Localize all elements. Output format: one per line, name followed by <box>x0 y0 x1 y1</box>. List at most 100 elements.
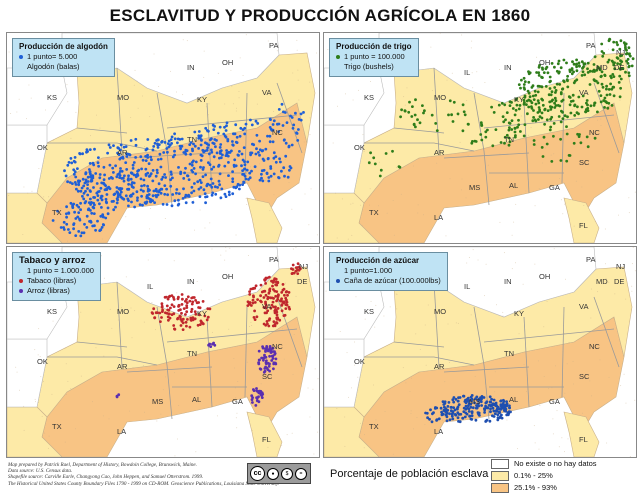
production-dot <box>541 103 545 107</box>
production-dot <box>194 160 198 164</box>
production-dot <box>576 132 579 136</box>
production-dot <box>280 169 283 173</box>
county-mark <box>579 163 581 165</box>
production-dot <box>416 118 419 122</box>
county-mark <box>208 103 210 105</box>
county-mark <box>613 317 615 319</box>
tobacco-rice-legend: Tabaco y arroz 1 punto = 1.000.000 Tabac… <box>12 252 101 301</box>
production-dot <box>579 141 583 145</box>
production-dot <box>553 65 556 69</box>
county-mark <box>410 413 412 415</box>
production-dot <box>499 141 503 144</box>
county-mark <box>634 399 636 401</box>
production-dot <box>182 187 185 191</box>
production-dot <box>163 141 167 144</box>
county-mark <box>48 196 50 198</box>
production-dot <box>95 182 99 185</box>
production-dot <box>141 203 144 207</box>
county-mark <box>296 49 298 51</box>
county-mark <box>44 432 46 434</box>
county-mark <box>517 448 519 450</box>
production-dot <box>168 316 172 320</box>
cc-by-icon: ● <box>267 467 279 480</box>
production-dot <box>619 77 623 81</box>
production-dot <box>119 190 123 194</box>
production-dot <box>136 196 139 200</box>
production-dot <box>108 187 112 191</box>
production-dot <box>466 122 470 126</box>
production-dot <box>575 58 578 62</box>
production-dot <box>142 184 146 187</box>
county-mark <box>37 354 39 356</box>
production-dot <box>144 174 148 177</box>
production-dot <box>185 304 189 307</box>
state-border <box>593 296 620 368</box>
county-mark <box>234 367 236 369</box>
county-mark <box>503 252 505 254</box>
production-dot <box>227 161 230 164</box>
production-dot <box>127 152 130 156</box>
county-mark <box>236 412 238 414</box>
production-dot <box>176 141 179 145</box>
production-dot <box>196 323 200 327</box>
production-dot <box>138 203 142 207</box>
production-dot <box>379 168 383 172</box>
production-dot <box>161 202 165 206</box>
county-mark <box>447 323 449 325</box>
creative-commons-badge[interactable]: cc ● $ = <box>247 463 311 484</box>
production-dot <box>611 73 615 76</box>
county-mark <box>234 387 236 389</box>
county-mark <box>601 77 603 79</box>
production-dot <box>98 202 101 206</box>
production-dot <box>631 57 635 61</box>
production-dot <box>532 116 535 119</box>
production-dot <box>469 417 473 421</box>
county-mark <box>178 405 180 407</box>
county-mark <box>461 34 463 36</box>
county-mark <box>174 372 176 374</box>
production-dot <box>171 155 175 159</box>
production-dot <box>510 128 514 131</box>
state-border <box>593 82 620 154</box>
production-dot <box>484 135 488 139</box>
production-dot <box>72 227 75 231</box>
county-mark <box>393 234 395 236</box>
production-dot <box>384 152 388 155</box>
county-mark <box>513 221 515 223</box>
production-dot <box>238 183 242 187</box>
production-dot <box>272 151 276 155</box>
production-dot <box>66 163 70 167</box>
county-mark <box>556 410 558 412</box>
county-mark <box>361 225 363 227</box>
production-dot <box>540 97 544 101</box>
production-dot <box>500 416 504 420</box>
production-dot <box>62 228 66 231</box>
production-dot <box>237 154 240 157</box>
production-dot <box>82 191 86 195</box>
production-dot <box>522 86 526 89</box>
production-dot <box>184 201 188 205</box>
production-dot <box>156 158 160 161</box>
production-dot <box>429 408 432 412</box>
county-mark <box>396 293 398 295</box>
sugar-legend-title: Producción de azúcar <box>336 256 420 265</box>
production-dot <box>180 311 183 315</box>
production-dot <box>509 410 512 414</box>
map-credits: Map prepared by Patrick Rael, Department… <box>8 462 328 487</box>
production-dot <box>275 310 279 314</box>
county-mark <box>590 288 592 290</box>
production-dot <box>184 152 188 156</box>
production-dot <box>491 414 494 418</box>
county-mark <box>534 263 536 265</box>
production-dot <box>51 219 55 222</box>
production-dot <box>517 83 521 86</box>
production-dot <box>540 75 543 79</box>
production-dot <box>96 194 100 198</box>
production-dot <box>201 168 205 171</box>
production-dot <box>219 143 223 146</box>
county-mark <box>402 367 404 369</box>
production-dot <box>537 71 541 75</box>
production-dot <box>565 159 569 163</box>
production-dot <box>391 149 394 153</box>
production-dot <box>255 389 259 393</box>
